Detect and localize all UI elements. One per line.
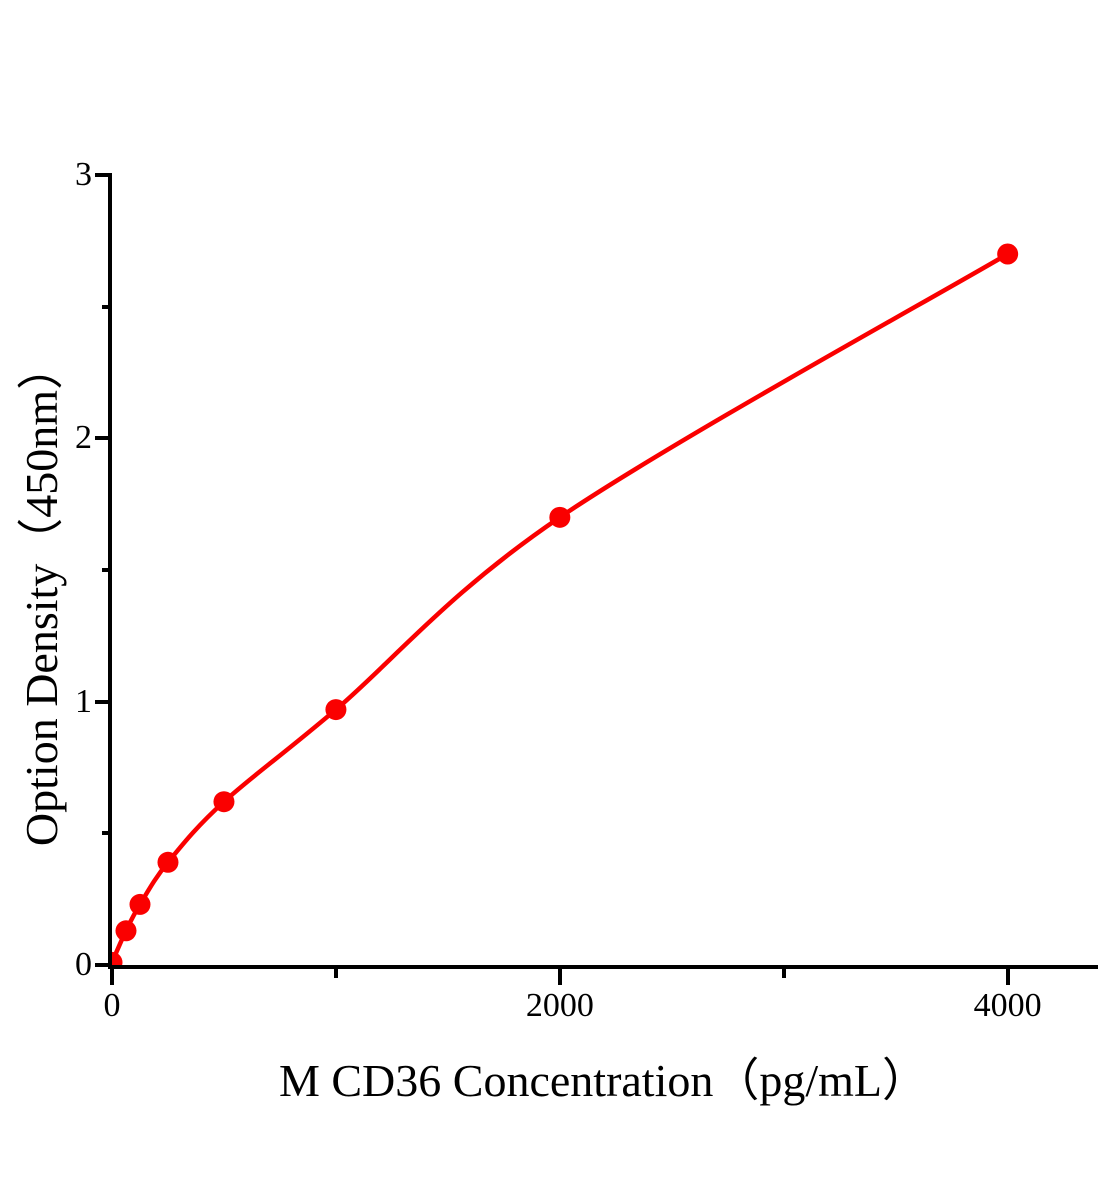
y-major-tick	[95, 436, 112, 441]
y-minor-tick	[102, 831, 112, 836]
y-major-tick	[95, 699, 112, 704]
y-major-tick	[95, 963, 112, 967]
x-axis-line	[108, 965, 1098, 969]
y-minor-tick	[102, 304, 112, 309]
data-point-marker	[997, 243, 1019, 265]
data-point-marker	[325, 699, 347, 721]
x-minor-tick	[781, 965, 786, 978]
y-minor-tick	[102, 568, 112, 572]
y-major-tick	[95, 173, 112, 177]
x-tick-label: 2000	[525, 987, 594, 1024]
x-axis-title: M CD36 Concentration（pg/mL）	[278, 1055, 929, 1106]
y-tick-label: 2	[75, 419, 92, 457]
x-minor-tick	[333, 965, 338, 978]
x-tick-label: 0	[103, 987, 121, 1024]
y-axis-title: Option Density（450nm）	[16, 343, 67, 847]
data-point-marker	[129, 893, 151, 915]
y-tick-label: 0	[75, 946, 92, 983]
data-point-marker	[157, 851, 179, 873]
x-tick-label: 4000	[973, 987, 1042, 1024]
data-point-marker	[115, 920, 137, 942]
plot-area	[112, 243, 1019, 965]
data-point-marker	[213, 791, 235, 813]
y-tick-label: 1	[75, 682, 92, 720]
x-major-tick	[1005, 965, 1010, 985]
data-point-marker	[549, 506, 571, 528]
y-tick-label: 3	[75, 156, 92, 193]
data-point-marker	[112, 951, 123, 965]
x-major-tick	[110, 965, 114, 985]
x-major-tick	[557, 965, 562, 985]
standard-curve-line	[112, 251, 1010, 965]
